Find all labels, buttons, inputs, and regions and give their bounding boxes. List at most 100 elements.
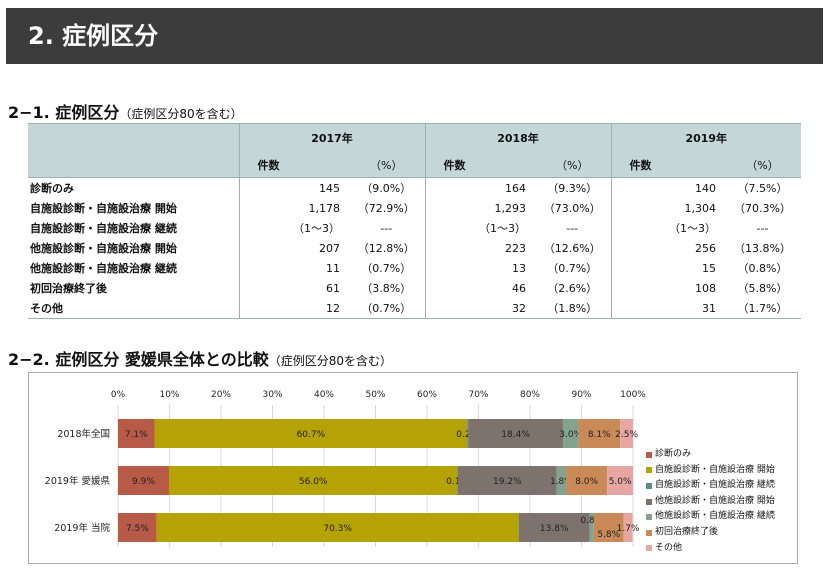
x-tick-label: 80%: [520, 390, 540, 400]
year-header-2018: 2018年: [424, 123, 611, 152]
table-row: 診断のみ 145 （9.0%） 164 （9.3%） 140 （7.5%）: [28, 177, 801, 198]
table-row: 他施設診断・自施設治療 開始 207 （12.8%） 223 （12.6%） 256 （13…: [28, 238, 801, 258]
percent-cell: （2.6%）: [547, 282, 598, 295]
row-label: 他施設診断・自施設治療 継続: [30, 262, 177, 275]
bar-segment: [593, 513, 624, 542]
data-label: 60.7%: [297, 430, 326, 440]
x-tick-label: 0%: [111, 390, 126, 400]
bar-segment: [578, 419, 621, 448]
percent-header: （%）: [724, 152, 801, 178]
percent-cell: （72.9%）: [357, 202, 415, 215]
percent-cell: （12.6%）: [543, 242, 601, 255]
table-row: 自施設診断・自施設治療 開始 1,178 （72.9%） 1,293 （73.0%） 1,…: [28, 198, 801, 218]
percent-header: （%）: [348, 152, 425, 178]
x-tick-label: 30%: [262, 390, 282, 400]
table-row: 他施設診断・自施設治療 継続 11 （0.7%） 13 （0.7%） 15 （0.8%）: [28, 258, 801, 278]
bar-segment: [168, 466, 458, 495]
row-label: 他施設診断・自施設治療 開始: [30, 242, 177, 255]
percent-cell: （0.7%）: [348, 298, 425, 319]
bar-segment: [154, 419, 468, 448]
row-label: 診断のみ: [30, 182, 74, 195]
percent-cell: （1.8%）: [534, 298, 611, 319]
data-label: 3.0%: [559, 430, 582, 440]
percent-cell: （3.8%）: [361, 282, 412, 295]
banner-title: 2. 症例区分: [28, 22, 159, 50]
legend-item: 初回治療終了後: [646, 525, 775, 541]
legend-swatch: [646, 498, 652, 505]
percent-cell: ---: [566, 221, 579, 235]
section-1-note: （症例区分80を含む）: [119, 107, 243, 121]
count-cell: 1,293: [424, 198, 534, 218]
data-label: 8.0%: [575, 477, 598, 487]
legend-item: 診断のみ: [646, 447, 775, 463]
legend-item: 自施設診断・自施設治療 継続: [646, 478, 775, 494]
count-cell: 164: [424, 177, 534, 198]
bar-segment: [623, 513, 633, 542]
count-cell: 12: [238, 298, 348, 319]
column-header-row: 件数 （%） 件数 （%） 件数 （%）: [28, 152, 801, 178]
bar-segment: [118, 419, 155, 448]
category-label: 2019年 愛媛県: [45, 475, 111, 487]
count-cell: 13: [424, 258, 534, 278]
data-label: 5.8%: [597, 530, 620, 540]
legend-label: 他施設診断・自施設治療 継続: [655, 511, 775, 522]
data-label: 19.2%: [493, 477, 522, 487]
data-label: 0.2%: [456, 430, 479, 440]
x-tick-label: 60%: [417, 390, 437, 400]
legend-swatch: [646, 467, 652, 474]
percent-cell: （70.3%）: [734, 202, 791, 215]
percent-cell: （9.0%）: [361, 182, 412, 195]
legend-swatch: [646, 529, 652, 536]
data-label: 7.1%: [125, 430, 148, 440]
count-header: 件数: [238, 152, 348, 178]
data-label: 13.8%: [540, 524, 569, 534]
count-cell: 61: [238, 278, 348, 298]
section-1-heading: 2−1. 症例区分（症例区分80を含む）: [8, 99, 243, 123]
table-row: 自施設診断・自施設治療 継続 （1〜3） --- （1〜3） --- （1〜3） ---: [28, 218, 801, 238]
percent-cell: （9.3%）: [547, 182, 598, 195]
percent-cell: （0.8%）: [737, 262, 788, 275]
x-tick-label: 50%: [365, 390, 385, 400]
percent-cell: （12.8%）: [357, 242, 415, 255]
count-cell: 1,178: [238, 198, 348, 218]
count-cell: 223: [424, 238, 534, 258]
legend-swatch: [646, 514, 652, 521]
data-label: 7.5%: [126, 524, 149, 534]
percent-cell: （0.7%）: [547, 262, 598, 275]
count-header: 件数: [424, 152, 534, 178]
year-header-row: 2017年 2018年 2019年: [28, 123, 801, 178]
legend-label: 他施設診断・自施設治療 開始: [655, 495, 775, 506]
percent-cell: （73.0%）: [543, 202, 601, 215]
data-label: 70.3%: [323, 524, 352, 534]
count-cell: 207: [238, 238, 348, 258]
count-cell: （1〜3）: [610, 218, 724, 238]
data-label: 9.9%: [132, 477, 155, 487]
data-label: 18.4%: [501, 430, 530, 440]
x-tick-label: 100%: [620, 390, 646, 400]
legend-swatch: [646, 482, 652, 489]
data-label: 1.8%: [550, 477, 573, 487]
legend-label: 診断のみ: [655, 449, 692, 459]
row-label: 自施設診断・自施設治療 開始: [30, 202, 177, 215]
data-label: 8.1%: [588, 430, 611, 440]
bar-segment: [118, 466, 169, 495]
case-category-table: 2017年 2018年 2019年 件数 （%） 件数 （%） 件数 （%） 診…: [28, 123, 801, 319]
count-cell: 32: [424, 298, 534, 319]
year-header-2019: 2019年: [610, 123, 801, 152]
count-cell: 15: [610, 258, 724, 278]
bar-segment: [156, 513, 519, 542]
x-tick-label: 20%: [211, 390, 231, 400]
bar-segment: [589, 513, 594, 542]
count-cell: 256: [610, 238, 724, 258]
percent-cell: （0.7%）: [361, 262, 412, 275]
bar-segment: [620, 419, 633, 448]
legend-item: 他施設診断・自施設治療 開始: [646, 494, 775, 510]
x-tick-label: 90%: [571, 390, 591, 400]
percent-cell: （7.5%）: [737, 182, 788, 195]
count-cell: 145: [238, 177, 348, 198]
legend-label: 自施設診断・自施設治療 継続: [655, 480, 775, 491]
comparison-chart-frame: [28, 372, 798, 564]
legend-swatch: [646, 545, 652, 552]
count-cell: 31: [610, 298, 724, 319]
